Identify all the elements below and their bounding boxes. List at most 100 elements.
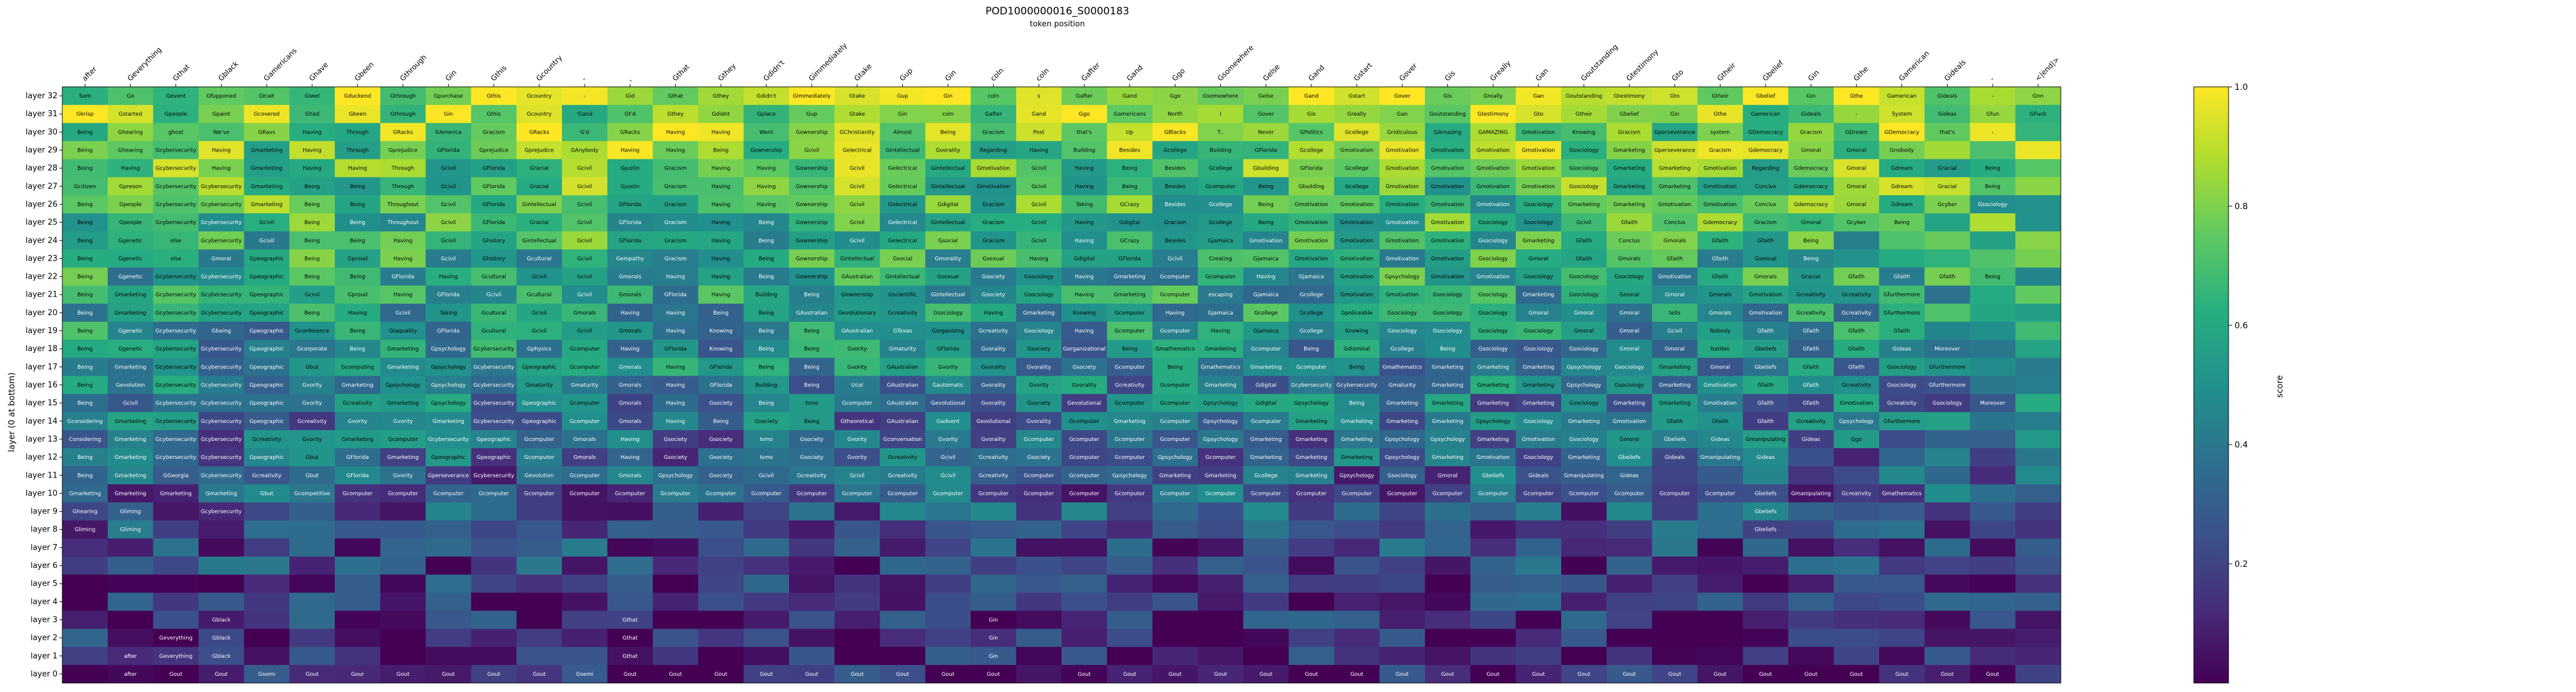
heatmap-cell xyxy=(244,303,290,322)
cell-label: Being xyxy=(350,346,365,352)
heatmap-cell xyxy=(698,466,744,485)
heatmap-cell xyxy=(1924,340,1970,358)
x-tick-label: Gan xyxy=(1534,67,1550,83)
heatmap-cell xyxy=(879,646,926,666)
heatmap-cell xyxy=(107,285,154,304)
cell-label: else xyxy=(170,238,182,244)
cell-label: Ismo xyxy=(805,401,818,407)
heatmap-cell xyxy=(834,105,881,123)
heatmap-cell xyxy=(925,520,971,539)
heatmap-cell xyxy=(562,466,608,485)
cell-label: Gmotivation xyxy=(1477,166,1510,172)
heatmap-cell xyxy=(1334,285,1380,304)
cell-label: Gcomputer xyxy=(1069,419,1100,425)
heatmap-cell xyxy=(1016,466,1062,485)
cell-label: Gin xyxy=(989,654,998,660)
cell-label: Gmarketing xyxy=(1659,364,1691,370)
heatmap-cell xyxy=(1016,321,1062,340)
cell-label: Being xyxy=(713,310,729,316)
cell-label: Gracism xyxy=(982,238,1005,244)
heatmap-cell xyxy=(1425,87,1471,105)
cell-label: Gmotivation xyxy=(1431,166,1464,172)
heatmap-cell xyxy=(789,87,835,105)
heatmap-cell xyxy=(1243,267,1289,286)
cell-label: Gcollege xyxy=(1345,184,1369,190)
heatmap-cell xyxy=(925,321,971,340)
cell-label: GAustralian xyxy=(842,274,873,280)
cell-label: Gcreativity xyxy=(252,437,282,443)
heatmap-cell xyxy=(1152,358,1198,376)
x-tick-label: Gtake xyxy=(852,62,873,83)
cell-label: Gintellectual xyxy=(931,166,965,172)
cell-label: GDemocracy xyxy=(1885,129,1920,135)
heatmap-cell xyxy=(1970,466,2016,485)
heatmap-cell xyxy=(1652,87,1698,105)
heatmap-cell xyxy=(107,430,154,449)
heatmap-cell xyxy=(1289,502,1335,521)
heatmap-cell xyxy=(834,177,881,196)
cell-label: Gcreativity xyxy=(979,328,1009,334)
heatmap-cell xyxy=(516,303,563,322)
heatmap-cell xyxy=(1606,376,1653,395)
heatmap-cell xyxy=(789,394,835,413)
heatmap-cell xyxy=(198,394,244,413)
heatmap-cell xyxy=(516,195,563,214)
heatmap-cell xyxy=(516,321,563,340)
cell-label: Having xyxy=(712,238,731,244)
heatmap-cell xyxy=(1152,213,1198,232)
heatmap-cell xyxy=(1470,105,1516,123)
heatmap-cell xyxy=(244,177,290,196)
cell-label: Gvority xyxy=(393,473,413,479)
heatmap-cell xyxy=(1970,646,2016,666)
heatmap-cell xyxy=(380,376,427,395)
cell-label: Gmarketing xyxy=(1023,310,1055,316)
cell-label: Gintellectual xyxy=(840,256,874,262)
cell-label: Gmarketing xyxy=(1613,202,1645,208)
heatmap-cell xyxy=(607,177,654,196)
x-tick-label: - xyxy=(580,75,588,83)
cell-label: Gracism xyxy=(1755,220,1777,226)
cell-label: Gownership xyxy=(841,292,873,298)
heatmap-cell xyxy=(107,213,154,232)
heatmap-cell xyxy=(334,466,381,485)
heatmap-cell xyxy=(425,611,471,630)
heatmap-cell xyxy=(1425,267,1471,286)
heatmap-cell xyxy=(607,213,654,232)
heatmap-cell xyxy=(743,267,790,286)
heatmap-cell xyxy=(1697,376,1743,395)
heatmap-cell xyxy=(1561,538,1607,557)
cell-label: Gjamaica xyxy=(1208,310,1233,316)
cell-label: Gfaith xyxy=(1712,238,1728,244)
cell-label: Gcomputer xyxy=(660,491,691,497)
cell-label: Gout xyxy=(215,672,228,678)
cell-label: Gcomputer xyxy=(343,491,373,497)
cell-label: Gintellectual xyxy=(885,274,920,280)
cell-label: Gout xyxy=(1986,672,1999,678)
cell-label: Gto xyxy=(1534,111,1544,117)
cell-label: Being xyxy=(77,455,93,461)
cell-label: Gdemocracy xyxy=(1794,202,1829,208)
heatmap-cell xyxy=(1652,376,1698,395)
cell-label: Gcomputer xyxy=(978,491,1009,497)
cell-label: Gcomputer xyxy=(433,491,464,497)
cell-label: Gmorality xyxy=(935,256,962,262)
heatmap-cell xyxy=(1924,321,1970,340)
cell-label: Gcybersecurity xyxy=(201,455,242,461)
cell-label: after xyxy=(124,672,137,678)
heatmap-cell xyxy=(970,123,1017,141)
cell-label: Gcomputer xyxy=(1115,455,1145,461)
cell-label: Gpsychology xyxy=(1294,401,1329,407)
heatmap-cell xyxy=(1516,448,1562,467)
heatmap-cell xyxy=(1652,105,1698,123)
cell-label: Post xyxy=(1033,129,1045,135)
cell-label: Gracial xyxy=(1938,166,1957,172)
cell-label: Conclus xyxy=(1755,202,1777,208)
y-tick-label: layer 21 xyxy=(26,291,58,300)
cell-label: Gbeliefs xyxy=(1755,491,1777,497)
heatmap-cell xyxy=(925,394,971,413)
cell-label: Gsociety xyxy=(982,292,1006,298)
heatmap-cell xyxy=(1334,177,1380,196)
heatmap-cell xyxy=(607,231,654,250)
cell-label: Gfaith xyxy=(1712,256,1728,262)
cell-label: Gracial xyxy=(1938,184,1957,190)
